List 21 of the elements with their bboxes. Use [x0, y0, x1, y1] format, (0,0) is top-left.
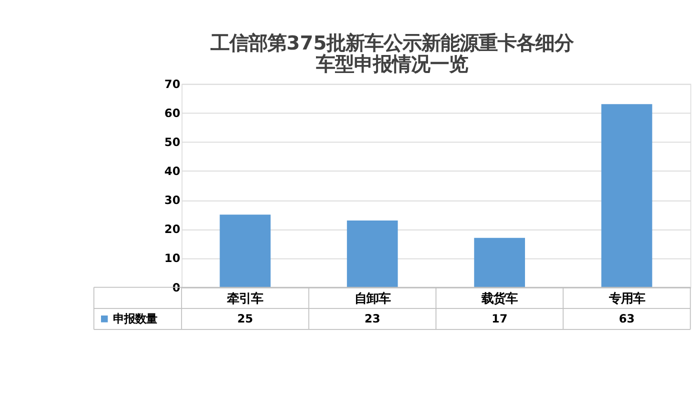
y-tick-label: 20	[164, 222, 180, 236]
y-tick-label: 10	[164, 251, 180, 266]
chart-title: 工信部第375批新车公示新能源重卡各细分车型申报情况一览	[209, 32, 575, 76]
bar	[220, 214, 271, 288]
y-tick-label: 50	[164, 134, 180, 149]
legend-label: 申报数量	[113, 311, 158, 326]
data-label: 25	[237, 311, 254, 326]
data-label: 17	[492, 311, 508, 326]
data-label: 23	[364, 311, 380, 326]
bar	[346, 220, 398, 288]
x-tick-label: 自卸车	[354, 292, 390, 306]
data-label: 63	[618, 311, 635, 326]
y-tick-label: 40	[164, 164, 180, 178]
bar	[474, 238, 525, 288]
y-tick-label: 70	[164, 76, 180, 91]
x-tick-label: 牵引车	[227, 292, 264, 306]
bar	[601, 104, 652, 288]
y-tick-label: 30	[164, 193, 180, 208]
x-tick-label: 专用车	[608, 292, 645, 306]
x-tick-label: 载货车	[480, 292, 518, 306]
y-tick-label: 60	[164, 106, 180, 120]
